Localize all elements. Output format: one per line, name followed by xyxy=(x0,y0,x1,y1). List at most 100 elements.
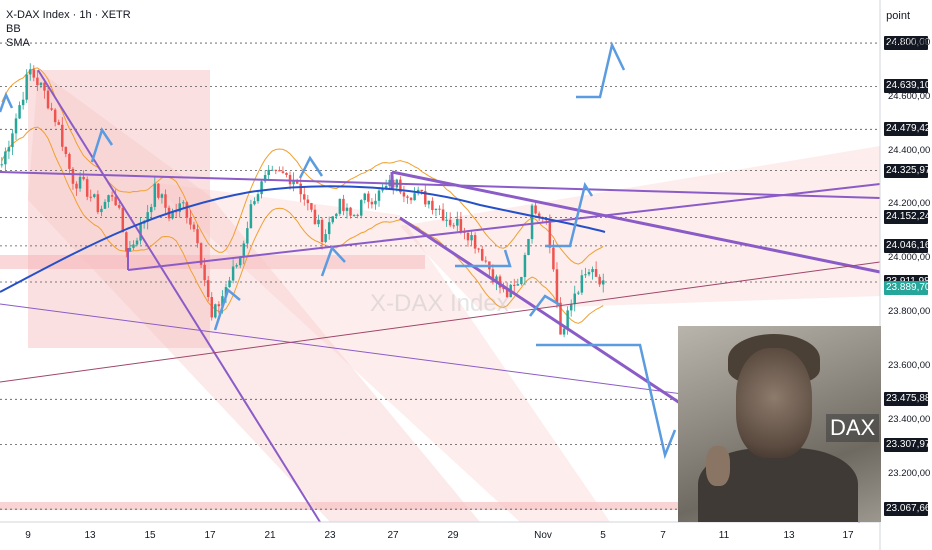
candle-body xyxy=(345,207,349,211)
candle-body xyxy=(36,77,39,86)
supply-demand-zones xyxy=(0,70,880,522)
candle-body xyxy=(61,124,64,147)
candle-body xyxy=(178,203,181,212)
candle-body xyxy=(384,185,388,189)
candle-body xyxy=(327,222,331,235)
candle-body xyxy=(246,228,249,244)
candle-body xyxy=(139,223,142,241)
price-tick-label: 24.200,00 xyxy=(888,198,931,210)
candle-body xyxy=(303,194,306,200)
candle-body xyxy=(285,172,288,175)
candle-body xyxy=(292,180,295,185)
level-price-tag[interactable]: 24.152,24 xyxy=(884,210,931,225)
candle-body xyxy=(160,194,164,198)
candle-body xyxy=(402,192,406,197)
descending-channel-1 xyxy=(28,70,480,522)
candle-body xyxy=(132,244,135,248)
candle-body xyxy=(78,176,82,189)
candle-body xyxy=(363,193,367,201)
candle-body xyxy=(46,90,50,109)
candle-body xyxy=(299,183,302,195)
arrow-up-4 xyxy=(529,294,561,317)
candle-body xyxy=(214,304,217,318)
candle-body xyxy=(580,275,584,293)
descending-channel-2 xyxy=(150,182,610,522)
candle-body xyxy=(256,194,260,202)
trend-line-4 xyxy=(391,170,881,274)
candle-body xyxy=(182,202,185,204)
candle-body xyxy=(513,284,516,286)
candle-body xyxy=(445,219,448,221)
candle-body xyxy=(317,219,320,225)
candle-body xyxy=(566,310,569,329)
candle-body xyxy=(228,280,231,288)
level-price-tag[interactable]: 24.639,10 xyxy=(884,79,931,94)
time-tick-label: 11 xyxy=(718,530,730,541)
price-tick-label: 23.600,00 xyxy=(888,359,931,371)
candle-body xyxy=(562,328,566,335)
candle-body xyxy=(495,276,498,283)
candle-body xyxy=(480,248,484,261)
candle-body xyxy=(477,248,480,250)
candle-body xyxy=(274,169,278,171)
price-axis-unit[interactable]: point xyxy=(886,10,910,22)
candle-body xyxy=(598,276,601,285)
candle-body xyxy=(157,183,160,198)
symbol-title[interactable]: X-DAX Index · 1h · XETR xyxy=(6,9,131,21)
level-price-tag[interactable]: 24.325,97 xyxy=(884,163,931,178)
candle-body xyxy=(50,108,53,110)
candle-body xyxy=(459,219,463,231)
candle-body xyxy=(342,198,345,211)
candle-body xyxy=(278,170,281,172)
level-price-tag[interactable]: 23.067,66 xyxy=(884,502,931,517)
arrow-down-big xyxy=(536,343,677,460)
candle-body xyxy=(452,225,455,227)
candle-body xyxy=(185,202,189,218)
level-price-tag[interactable]: 24.479,42 xyxy=(884,122,931,137)
candle-body xyxy=(14,118,18,134)
candle-body xyxy=(174,211,178,213)
candle-body xyxy=(82,176,85,180)
time-tick-label: 9 xyxy=(25,530,31,541)
candle-body xyxy=(189,217,192,225)
candle-body xyxy=(192,224,196,230)
level-price-tag[interactable]: 23.307,97 xyxy=(884,437,931,452)
candle-body xyxy=(128,247,132,252)
time-tick-label: 29 xyxy=(447,530,459,541)
time-tick-label: 17 xyxy=(204,530,216,541)
trend-line-3 xyxy=(0,171,881,199)
arrow-up-5 xyxy=(545,181,594,248)
price-tick-label: 23.200,00 xyxy=(888,467,931,479)
candle-body xyxy=(527,239,530,256)
candle-body xyxy=(210,297,213,318)
candle-body xyxy=(424,191,427,205)
candle-body xyxy=(448,219,452,226)
candle-body xyxy=(235,265,238,267)
candle-body xyxy=(117,205,121,208)
indicator-sma[interactable]: SMA xyxy=(6,37,30,49)
candle-body xyxy=(331,216,334,223)
candle-body xyxy=(367,193,370,202)
candle-body xyxy=(75,183,78,189)
candle-body xyxy=(523,255,527,278)
time-tick-label: 15 xyxy=(144,530,156,541)
candle-body xyxy=(85,179,89,197)
candle-body xyxy=(295,180,299,184)
last-price-tag[interactable]: 23.889,70 xyxy=(884,280,931,295)
arrow-left-up xyxy=(0,91,14,113)
candle-body xyxy=(587,272,591,275)
candle-body xyxy=(313,209,317,225)
candle-body xyxy=(107,195,110,202)
candle-body xyxy=(456,219,459,226)
indicator-bb[interactable]: BB xyxy=(6,23,21,35)
candle-body xyxy=(534,205,537,214)
level-price-tag[interactable]: 24.800,00 xyxy=(884,36,931,51)
candle-body xyxy=(359,200,363,216)
candle-body xyxy=(267,169,270,176)
time-tick-label: 23 xyxy=(324,530,336,541)
candle-body xyxy=(548,220,552,248)
level-price-tag[interactable]: 23.475,88 xyxy=(884,392,931,407)
level-price-tag[interactable]: 24.046,16 xyxy=(884,238,931,253)
candle-body xyxy=(555,269,559,303)
